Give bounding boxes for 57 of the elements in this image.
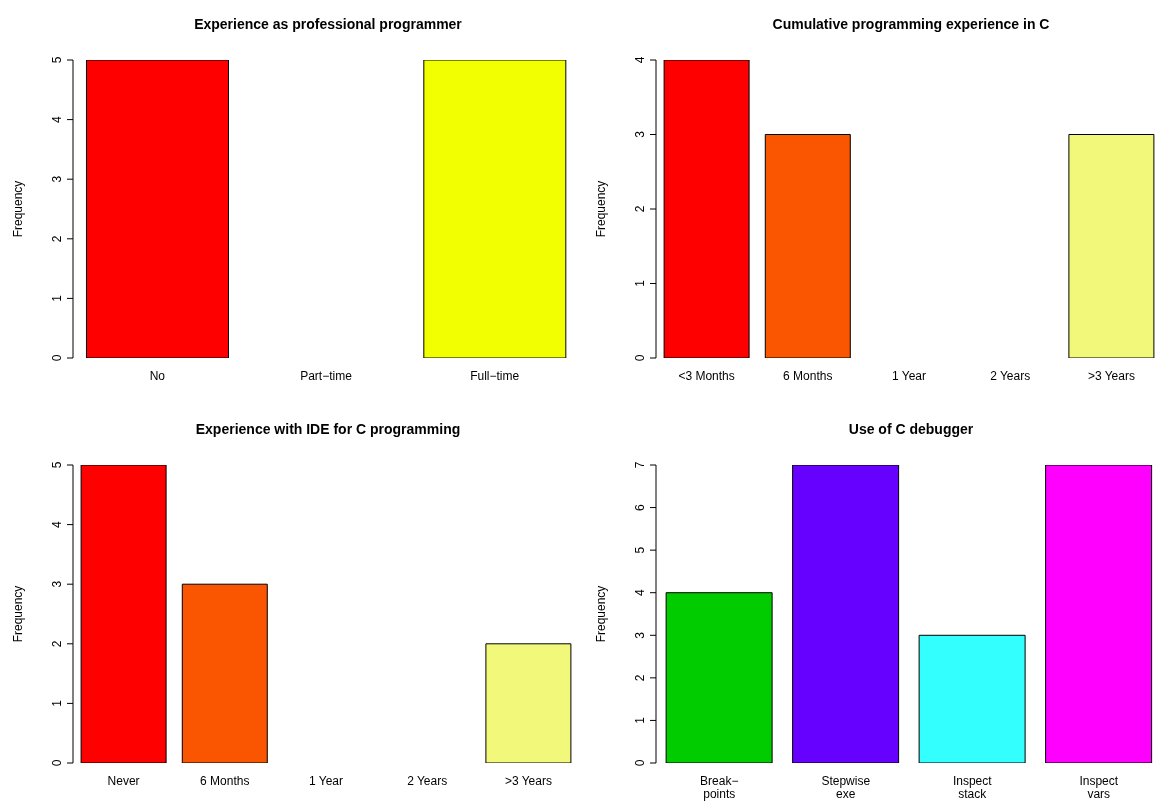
chart-title: Experience as professional programmer [193, 16, 463, 32]
bar [181, 583, 268, 763]
chart-title: Cumulative programming experience in C [771, 16, 1051, 32]
y-tick-label: 1 [633, 716, 647, 724]
y-tick-label: 1 [633, 279, 647, 287]
x-tick-label: Inspect stack [952, 774, 993, 801]
x-tick-label: 6 Months [783, 369, 833, 383]
y-tick-label: 2 [633, 674, 647, 682]
y-tick-label: 0 [633, 354, 647, 362]
bar [80, 465, 167, 763]
x-tick-label: 2 Years [990, 369, 1031, 383]
x-tick-label: 2 Years [407, 774, 448, 788]
y-axis-title: Frequency [594, 180, 609, 238]
bar [665, 592, 773, 763]
y-tick-label: 3 [633, 130, 647, 138]
y-tick-label: 0 [633, 759, 647, 767]
chart-title: Use of C debugger [847, 421, 975, 437]
y-tick-label: 6 [633, 503, 647, 511]
bar [792, 465, 900, 763]
x-tick-label: 1 Year [891, 369, 927, 383]
x-tick-label: 1 Year [308, 774, 344, 788]
x-tick-label: Inspect vars [1079, 774, 1119, 801]
y-tick-label: 4 [633, 589, 647, 597]
y-axis-title: Frequency [11, 180, 26, 238]
y-tick-label: 5 [633, 546, 647, 554]
chart-title: Experience with IDE for C programming [194, 421, 462, 437]
x-tick-label: No [149, 369, 166, 383]
x-tick-label: Part−time [300, 369, 353, 383]
x-tick-label: 6 Months [200, 774, 250, 788]
x-tick-label: Stepwise exe [821, 774, 871, 801]
y-tick-label: 1 [50, 294, 64, 302]
y-tick-label: 0 [50, 759, 64, 767]
x-tick-label: <3 Months [678, 369, 735, 383]
y-tick-label: 4 [50, 520, 64, 528]
y-tick-label: 7 [633, 461, 647, 469]
y-tick-label: 1 [50, 699, 64, 707]
y-tick-label: 2 [50, 235, 64, 243]
bar [1045, 465, 1153, 763]
y-axis-title: Frequency [594, 585, 609, 643]
bar [918, 634, 1026, 763]
y-tick-label: 0 [50, 354, 64, 362]
x-tick-label: >3 Years [1087, 369, 1135, 383]
y-tick-label: 5 [50, 56, 64, 64]
y-tick-label: 2 [50, 640, 64, 648]
y-tick-label: 5 [50, 461, 64, 469]
bar [485, 643, 572, 763]
x-tick-label: Never [107, 774, 140, 788]
y-tick-label: 3 [633, 631, 647, 639]
y-tick-label: 4 [633, 56, 647, 64]
x-tick-label: Full−time [470, 369, 520, 383]
x-tick-label: Break− points [700, 774, 739, 801]
y-axis-title: Frequency [11, 585, 26, 643]
x-tick-label: >3 Years [504, 774, 552, 788]
y-tick-label: 3 [50, 580, 64, 588]
y-tick-label: 3 [50, 175, 64, 183]
y-tick-label: 2 [633, 205, 647, 213]
y-tick-label: 4 [50, 115, 64, 123]
